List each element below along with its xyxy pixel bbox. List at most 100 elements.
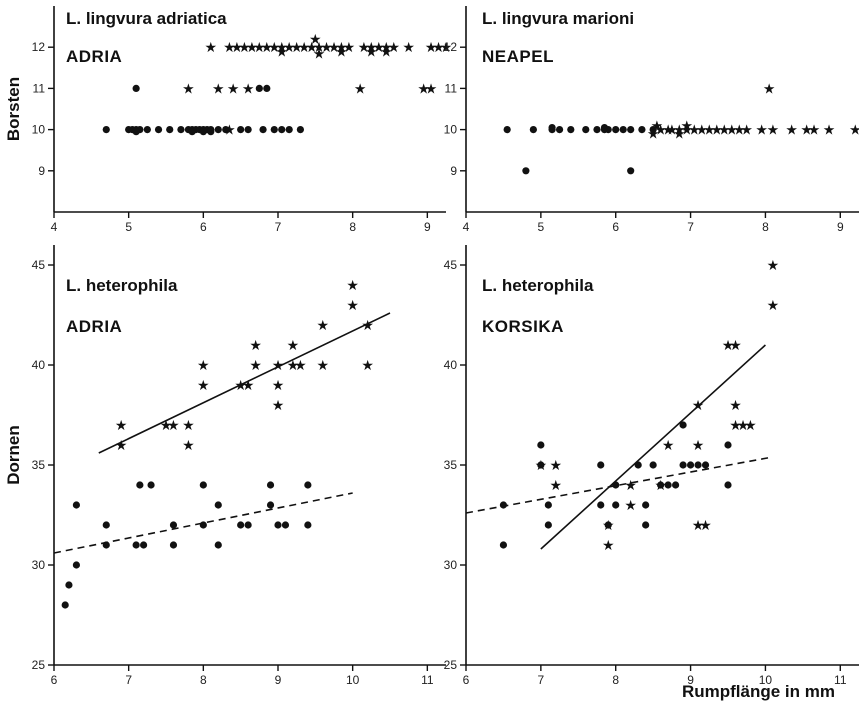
y-tick-label: 30 — [32, 558, 46, 572]
panel-region-label: ADRIA — [66, 317, 122, 336]
star-data-point: ★ — [767, 122, 780, 138]
star-data-point: ★ — [212, 80, 225, 96]
x-tick-label: 5 — [538, 220, 545, 234]
star-data-point: ★ — [785, 122, 798, 138]
panel-title: L. lingvura adriatica — [66, 9, 227, 28]
y-axis-title: Dornen — [4, 425, 23, 485]
y-tick-label: 40 — [32, 358, 46, 372]
y-tick-label: 10 — [32, 123, 46, 137]
star-data-point: ★ — [729, 417, 742, 433]
star-data-point: ★ — [725, 122, 738, 138]
star-data-point: ★ — [305, 39, 318, 55]
circle-data-point — [537, 441, 545, 449]
star-data-point: ★ — [197, 357, 210, 373]
panel-region-label: ADRIA — [66, 47, 122, 66]
star-data-point: ★ — [227, 80, 240, 96]
y-axis-title: Borsten — [4, 77, 23, 141]
x-tick-label: 11 — [421, 673, 434, 687]
circle-data-point — [567, 126, 575, 134]
circle-data-point — [102, 541, 110, 549]
star-data-point: ★ — [335, 39, 348, 55]
star-data-point: ★ — [238, 39, 251, 55]
y-tick-label: 45 — [444, 258, 458, 272]
circle-data-point — [237, 521, 245, 529]
star-data-point: ★ — [550, 457, 563, 473]
circle-data-point — [255, 84, 263, 92]
circle-data-point — [304, 481, 312, 489]
x-tick-label: 6 — [200, 220, 207, 234]
panel-title: L. heterophila — [66, 276, 178, 295]
star-data-point: ★ — [160, 417, 173, 433]
circle-data-point — [679, 421, 687, 429]
star-data-point: ★ — [602, 517, 615, 533]
circle-data-point — [503, 126, 511, 134]
circle-data-point — [499, 501, 508, 509]
star-data-point: ★ — [624, 477, 637, 493]
circle-data-point — [154, 126, 163, 134]
star-data-point: ★ — [272, 377, 285, 393]
circle-data-point — [634, 461, 642, 469]
y-tick-label: 45 — [32, 258, 46, 272]
star-data-point: ★ — [688, 122, 701, 138]
star-data-point: ★ — [535, 457, 548, 473]
circle-data-point — [266, 501, 275, 509]
x-tick-label: 5 — [125, 220, 132, 234]
star-data-point: ★ — [320, 39, 333, 55]
star-data-point: ★ — [346, 297, 359, 313]
star-data-point: ★ — [361, 357, 374, 373]
star-data-point: ★ — [272, 357, 285, 373]
star-data-point: ★ — [729, 397, 742, 413]
x-tick-label: 7 — [275, 220, 282, 234]
star-data-point: ★ — [425, 80, 438, 96]
circle-data-point — [694, 461, 702, 469]
circle-data-point — [136, 481, 144, 489]
star-data-point: ★ — [249, 357, 262, 373]
star-data-point: ★ — [417, 80, 430, 96]
circle-data-point — [649, 461, 657, 469]
star-data-point: ★ — [346, 277, 359, 293]
star-data-point: ★ — [182, 417, 195, 433]
star-data-point: ★ — [231, 39, 244, 55]
circle-data-point — [199, 521, 207, 529]
circle-data-point — [544, 521, 552, 529]
star-data-point: ★ — [666, 122, 679, 138]
star-data-point: ★ — [290, 39, 303, 55]
star-data-point: ★ — [662, 437, 675, 453]
circle-data-point — [259, 126, 267, 134]
circle-data-point — [177, 126, 185, 134]
circle-data-point — [244, 126, 252, 134]
star-data-point: ★ — [317, 317, 330, 333]
panel-title: L. heterophila — [482, 276, 594, 295]
circle-data-point — [102, 521, 110, 529]
circle-data-point — [642, 521, 650, 529]
star-data-point: ★ — [550, 477, 563, 493]
star-data-point: ★ — [673, 122, 686, 138]
star-data-point: ★ — [387, 39, 400, 55]
circle-data-point — [244, 521, 252, 529]
x-tick-label: 8 — [612, 673, 619, 687]
star-data-point: ★ — [309, 31, 322, 47]
circle-data-point — [548, 123, 556, 132]
x-tick-label: 9 — [687, 673, 694, 687]
star-data-point: ★ — [744, 417, 757, 433]
star-data-point: ★ — [283, 39, 296, 55]
circle-data-point — [612, 481, 620, 489]
solid-trend-line — [540, 344, 766, 550]
star-data-point: ★ — [115, 417, 128, 433]
y-tick-label: 12 — [444, 40, 458, 54]
circle-data-point — [214, 501, 222, 509]
x-tick-label: 10 — [759, 673, 773, 687]
dashed-trend-line — [465, 456, 774, 514]
star-data-point: ★ — [703, 122, 716, 138]
circle-data-point — [593, 126, 601, 134]
star-data-point: ★ — [662, 122, 675, 138]
x-tick-label: 6 — [51, 673, 58, 687]
star-data-point: ★ — [673, 126, 686, 142]
circle-data-point — [664, 481, 672, 489]
circle-data-point — [522, 167, 530, 175]
panel-bottom-right: 6 7 8 9 10 11 25 30 35 40 45 L. heterophila KORSIKA R… — [444, 245, 859, 701]
star-data-point: ★ — [365, 39, 378, 55]
star-data-point: ★ — [800, 122, 813, 138]
